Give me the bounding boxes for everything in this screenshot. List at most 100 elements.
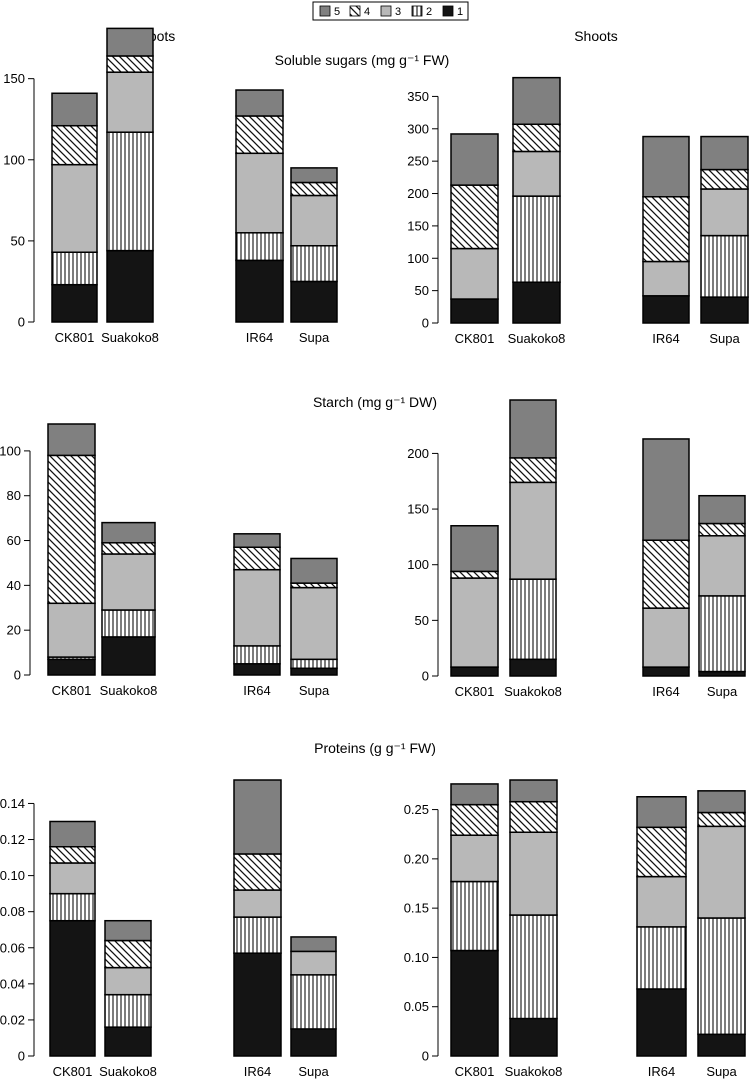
- bar-segment-supa-2: [290, 974, 337, 1030]
- bar-segment-suakoko8-3: [104, 966, 152, 996]
- bar-segment-ck801-3: [49, 862, 96, 895]
- legend-swatch-3: [380, 5, 392, 17]
- x-category-label-ir64: IR64: [648, 1064, 675, 1079]
- section-title-proteins: Proteins (g g⁻¹ FW): [314, 740, 436, 756]
- x-category-label-supa: Supa: [299, 330, 330, 345]
- y-tick-label: 50: [415, 613, 429, 628]
- bar-segment-suakoko8-4: [106, 55, 154, 73]
- x-category-label-supa: Supa: [298, 1064, 329, 1079]
- bar-segment-supa-5: [290, 167, 338, 184]
- bar-segment-supa-1: [290, 667, 338, 676]
- y-tick-label: 0.04: [0, 976, 25, 991]
- x-category-label-suakoko8: Suakoko8: [508, 331, 566, 346]
- x-category-label-ck801: CK801: [55, 330, 95, 345]
- bar-segment-ir64-4: [642, 539, 690, 609]
- legend-item-2: 2: [411, 5, 432, 18]
- y-tick-label: 0.14: [0, 796, 25, 811]
- bar-segment-supa-3: [290, 194, 338, 247]
- x-category-label-ir64: IR64: [652, 684, 679, 699]
- legend-swatch-4: [349, 5, 361, 17]
- panel-starch-roots: 0 20 40 60 80 100 CK801 Suakoko8 IR64 Supa: [0, 423, 338, 698]
- legend: 5 4 3 2 1: [312, 1, 469, 21]
- bar-segment-ck801-5: [450, 525, 499, 573]
- legend-item-4: 4: [349, 5, 370, 18]
- y-tick-label: 200: [407, 186, 429, 201]
- bar-segment-ir64-3: [636, 875, 687, 928]
- bar-segment-supa-4: [698, 522, 746, 537]
- bar-segment-supa-1: [290, 1028, 337, 1057]
- bar-segment-supa-4: [697, 811, 746, 828]
- bar-segment-suakoko8-1: [104, 1026, 152, 1057]
- legend-swatch-1: [442, 5, 454, 17]
- x-category-label-suakoko8: Suakoko8: [99, 1064, 157, 1079]
- bar-segment-ir64-5: [233, 533, 281, 549]
- y-tick-label: 0: [18, 1049, 25, 1064]
- y-tick-label: 50: [415, 283, 429, 298]
- x-category-label-supa: Supa: [707, 684, 738, 699]
- bar-segment-ir64-1: [233, 952, 282, 1057]
- bar-segment-supa-4: [700, 168, 749, 190]
- bar-segment-ck801-1: [47, 658, 96, 676]
- x-category-label-ck801: CK801: [455, 331, 495, 346]
- bar-segment-ck801-3: [51, 163, 98, 253]
- bar-segment-suakoko8-4: [509, 800, 558, 833]
- bar-segment-ir64-5: [235, 89, 284, 117]
- bar-segment-suakoko8-2: [104, 993, 152, 1028]
- bar-segment-suakoko8-1: [509, 658, 557, 677]
- x-category-label-ir64: IR64: [652, 331, 679, 346]
- x-category-label-ir64: IR64: [244, 1064, 271, 1079]
- bar-segment-ir64-2: [235, 232, 284, 262]
- bar-segment-suakoko8-2: [101, 609, 156, 638]
- bar-segment-ir64-3: [642, 260, 690, 297]
- legend-label-3: 3: [395, 6, 401, 18]
- bar-segment-ck801-3: [450, 577, 499, 668]
- bar-segment-suakoko8-3: [509, 831, 558, 916]
- legend-label-4: 4: [364, 6, 370, 18]
- bar-segment-ck801-2: [51, 251, 98, 286]
- bar-segment-ir64-2: [636, 926, 687, 990]
- y-tick-label: 60: [7, 533, 21, 548]
- bar-segment-ck801-2: [450, 880, 499, 952]
- bar-segment-supa-2: [698, 595, 746, 673]
- y-tick-label: 200: [407, 446, 429, 461]
- y-tick-label: 150: [407, 502, 429, 517]
- bar-segment-ck801-3: [450, 247, 499, 300]
- x-category-label-ir64: IR64: [246, 330, 273, 345]
- y-tick-label: 100: [407, 557, 429, 572]
- y-tick-label: 0.20: [404, 851, 429, 866]
- bar-segment-ir64-3: [642, 607, 690, 668]
- x-category-label-supa: Supa: [709, 331, 740, 346]
- y-tick-label: 100: [3, 152, 25, 167]
- bar-segment-ck801-4: [450, 803, 499, 836]
- bar-segment-ir64-3: [233, 889, 282, 918]
- bar-segment-ir64-3: [233, 568, 281, 647]
- bar-segment-suakoko8-1: [106, 249, 154, 323]
- bar-segment-supa-3: [290, 586, 338, 661]
- panel-proteins-roots: 0 0.02 0.04 0.06 0.08 0.10 0.12 0.14 CK801 Suakok…: [0, 779, 337, 1079]
- bar-segment-suakoko8-3: [106, 71, 154, 133]
- y-tick-label: 150: [3, 71, 25, 86]
- bar-segment-ck801-4: [47, 454, 96, 605]
- legend-item-1: 1: [442, 5, 463, 18]
- bar-segment-supa-2: [700, 234, 749, 298]
- bar-segment-suakoko8-2: [509, 914, 558, 1020]
- bar-segment-supa-5: [290, 557, 338, 584]
- bar-segment-ck801-2: [49, 892, 96, 922]
- y-tick-label: 0: [422, 316, 429, 331]
- y-tick-label: 20: [7, 623, 21, 638]
- bar-segment-ck801-4: [49, 845, 96, 864]
- bar-segment-ir64-3: [235, 152, 284, 234]
- section-title-soluble-sugars: Soluble sugars (mg g⁻¹ FW): [275, 52, 450, 68]
- y-tick-label: 100: [0, 443, 21, 458]
- bar-segment-suakoko8-5: [512, 76, 561, 126]
- y-tick-label: 250: [407, 154, 429, 169]
- y-tick-label: 40: [7, 578, 21, 593]
- section-title-starch: Starch (mg g⁻¹ DW): [313, 394, 437, 410]
- x-category-label-ck801: CK801: [52, 683, 92, 698]
- bar-segment-supa-3: [290, 950, 337, 976]
- bar-segment-ir64-2: [233, 916, 282, 954]
- bar-segment-ir64-1: [233, 663, 281, 676]
- bar-segment-supa-1: [697, 1033, 746, 1057]
- bar-segment-ck801-1: [51, 283, 98, 323]
- bar-segment-ck801-1: [450, 949, 499, 1057]
